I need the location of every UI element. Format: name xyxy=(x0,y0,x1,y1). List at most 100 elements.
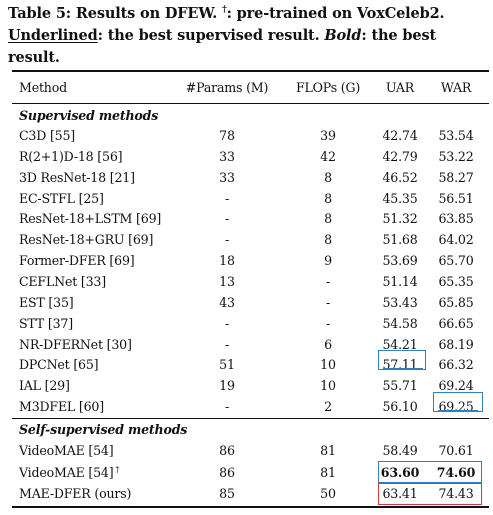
bottom-rule xyxy=(12,506,489,508)
uar-cell: 56.10 xyxy=(373,398,427,416)
flops-cell: 8 xyxy=(280,210,376,228)
params-cell: 85 xyxy=(177,485,277,503)
uar-cell: 51.14 xyxy=(373,273,427,291)
flops-cell-text: 50 xyxy=(320,486,336,501)
header-method: Method xyxy=(19,80,67,95)
war-cell: 65.85 xyxy=(428,294,484,312)
uar-cell-text: 42.79 xyxy=(382,148,418,164)
method-cell-text: C3D [55] xyxy=(19,128,76,143)
best-supervised-war-underline xyxy=(438,410,478,412)
war-cell: 69.24 xyxy=(428,377,484,395)
params-cell: 33 xyxy=(177,148,277,166)
params-cell: 13 xyxy=(177,273,277,291)
war-cell-text: 66.32 xyxy=(438,357,474,373)
method-cell: ResNet-18+LSTM [69] xyxy=(19,210,161,228)
params-cell-text: 86 xyxy=(219,464,235,480)
war-cell-text: 74.43 xyxy=(438,486,474,501)
params-cell: 18 xyxy=(177,252,277,270)
dagger-mark: † xyxy=(115,464,120,474)
params-cell-text: 18 xyxy=(219,253,235,269)
method-cell-text: ResNet-18+LSTM [69] xyxy=(19,211,162,227)
method-cell: MAE-DFER (ours) xyxy=(19,485,131,503)
war-cell-text: 70.61 xyxy=(438,443,474,458)
best-result-box xyxy=(378,461,482,483)
section-supervised: Supervised methods xyxy=(19,108,159,123)
caption-line-1: Table 5: Results on DFEW. †: pre-trained… xyxy=(8,5,445,22)
flops-cell: 10 xyxy=(280,377,376,395)
flops-cell-text: 9 xyxy=(324,253,332,269)
uar-cell: 42.74 xyxy=(373,127,427,145)
war-cell: 66.65 xyxy=(428,315,484,333)
method-cell: EC-STFL [25] xyxy=(19,190,104,208)
war-cell: 68.19 xyxy=(428,336,484,354)
uar-cell-text: 55.71 xyxy=(382,378,418,394)
params-cell-text: 78 xyxy=(219,128,235,143)
flops-cell-text: 8 xyxy=(324,211,332,227)
header-params: #Params (M) xyxy=(185,80,269,95)
flops-cell-text: 42 xyxy=(320,148,336,164)
uar-cell-text: 46.52 xyxy=(382,169,418,185)
method-cell-text: Former-DFER [69] xyxy=(19,253,135,269)
uar-cell: 46.52 xyxy=(373,169,427,187)
method-cell: CEFLNet [33] xyxy=(19,273,106,291)
ours-result-box xyxy=(378,483,482,505)
params-cell: 86 xyxy=(177,464,277,482)
params-cell-text: - xyxy=(224,336,230,352)
params-cell: 51 xyxy=(177,356,277,374)
war-cell: 66.32 xyxy=(428,356,484,374)
method-cell-text: EC-STFL [25] xyxy=(19,190,104,206)
flops-cell: 9 xyxy=(280,252,376,270)
uar-cell: 54.21 xyxy=(373,336,427,354)
method-cell: C3D [55] xyxy=(19,127,75,145)
flops-cell-text: 81 xyxy=(320,464,336,480)
war-cell: 70.61 xyxy=(428,442,484,460)
params-cell-text: 33 xyxy=(219,148,235,164)
uar-cell-text: 54.58 xyxy=(382,315,418,331)
params-cell: 19 xyxy=(177,377,277,395)
uar-cell: 51.32 xyxy=(373,210,427,228)
params-cell-text: - xyxy=(224,399,230,415)
flops-cell-text: 81 xyxy=(320,443,336,458)
uar-cell-text: 63.60 xyxy=(380,464,420,480)
uar-cell: 58.49 xyxy=(373,442,427,460)
params-cell-text: 86 xyxy=(219,443,235,458)
uar-cell-text: 56.10 xyxy=(382,399,418,415)
params-cell: 43 xyxy=(177,294,277,312)
flops-cell: - xyxy=(280,273,376,291)
method-cell-text: MAE-DFER (ours) xyxy=(19,486,132,501)
war-cell: 63.85 xyxy=(428,210,484,228)
flops-cell-text: 8 xyxy=(324,232,332,248)
params-cell-text: - xyxy=(224,190,230,206)
flops-cell: - xyxy=(280,315,376,333)
uar-cell: 55.71 xyxy=(373,377,427,395)
params-cell: - xyxy=(177,398,277,416)
header-uar: UAR xyxy=(385,80,415,95)
params-cell: - xyxy=(177,336,277,354)
flops-cell: 10 xyxy=(280,356,376,374)
method-cell: VideoMAE [54] xyxy=(19,442,114,460)
war-cell-text: 65.85 xyxy=(438,294,474,310)
method-cell-text: 3D ResNet-18 [21] xyxy=(19,169,135,185)
section-self-supervised: Self-supervised methods xyxy=(19,422,188,437)
war-cell: 53.54 xyxy=(428,127,484,145)
flops-cell: 81 xyxy=(280,464,376,482)
uar-cell-text: 63.41 xyxy=(382,486,418,501)
section-rule xyxy=(12,418,489,419)
params-cell-text: 33 xyxy=(219,169,235,185)
war-cell-text: 64.02 xyxy=(438,232,474,248)
method-cell-text: IAL [29] xyxy=(19,378,70,394)
best-supervised-uar-underline xyxy=(383,368,423,370)
method-cell-text: CEFLNet [33] xyxy=(19,273,106,289)
params-cell-text: 51 xyxy=(219,357,235,373)
uar-cell: 45.35 xyxy=(373,190,427,208)
method-cell: NR-DFERNet [30] xyxy=(19,336,132,354)
method-cell: ResNet-18+GRU [69] xyxy=(19,231,153,249)
method-cell-text: VideoMAE [54] xyxy=(19,464,114,480)
params-cell-text: 13 xyxy=(219,273,235,289)
war-cell-text: 68.19 xyxy=(438,336,474,352)
params-cell: - xyxy=(177,210,277,228)
uar-cell-text: 51.32 xyxy=(382,211,418,227)
method-cell: 3D ResNet-18 [21] xyxy=(19,169,135,187)
method-cell-text: STT [37] xyxy=(19,315,73,331)
method-cell: M3DFEL [60] xyxy=(19,398,104,416)
